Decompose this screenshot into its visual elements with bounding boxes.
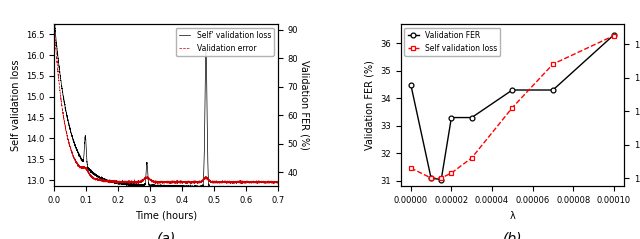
Text: (b): (b): [502, 232, 522, 239]
Self' validation loss: [184, 186, 192, 189]
Y-axis label: Validation FER (%): Validation FER (%): [365, 60, 374, 150]
Validation error: [184, 181, 192, 184]
Line: Validation FER: Validation FER: [408, 33, 616, 182]
Self validation loss: [437, 177, 445, 179]
Self' validation loss: [234, 186, 242, 189]
Validation FER: [447, 116, 455, 119]
Line: Self' validation loss: Self' validation loss: [54, 22, 278, 190]
Self' validation loss: [217, 186, 225, 189]
Self validation loss: [508, 106, 516, 109]
Self validation loss: [428, 177, 435, 179]
Validation FER: [407, 83, 415, 86]
Validation error: [217, 181, 225, 184]
Line: Self validation loss: Self validation loss: [408, 33, 616, 180]
Self' validation loss: [136, 183, 143, 186]
Validation FER: [428, 177, 435, 179]
Self validation loss: [468, 157, 476, 159]
X-axis label: Time (hours): Time (hours): [135, 211, 197, 221]
Validation error: [134, 183, 142, 185]
Y-axis label: Validation FER (%): Validation FER (%): [300, 60, 309, 150]
Validation error: [274, 181, 282, 184]
Self' validation loss: [51, 20, 58, 23]
Self' validation loss: [269, 188, 277, 191]
Validation FER: [508, 89, 516, 92]
Self validation loss: [447, 172, 455, 174]
Validation FER: [468, 116, 476, 119]
Validation FER: [437, 178, 445, 181]
Self' validation loss: [91, 174, 99, 176]
Text: (a): (a): [156, 232, 176, 239]
Line: Validation error: Validation error: [54, 29, 278, 184]
Self validation loss: [407, 167, 415, 169]
Self' validation loss: [274, 188, 282, 191]
Self validation loss: [610, 34, 618, 37]
Validation FER: [549, 89, 557, 92]
Validation error: [51, 27, 58, 30]
Validation error: [91, 177, 99, 180]
Y-axis label: Self validation loss: Self validation loss: [11, 60, 20, 151]
Legend: Validation FER, Self validation loss: Validation FER, Self validation loss: [404, 28, 500, 56]
Validation error: [136, 181, 143, 184]
X-axis label: λ: λ: [509, 211, 515, 221]
Validation error: [234, 180, 242, 183]
Validation FER: [610, 33, 618, 36]
Self' validation loss: [196, 185, 204, 188]
Legend: Self' validation loss, Validation error: Self' validation loss, Validation error: [176, 28, 274, 56]
Self validation loss: [549, 63, 557, 65]
Validation error: [196, 180, 204, 183]
